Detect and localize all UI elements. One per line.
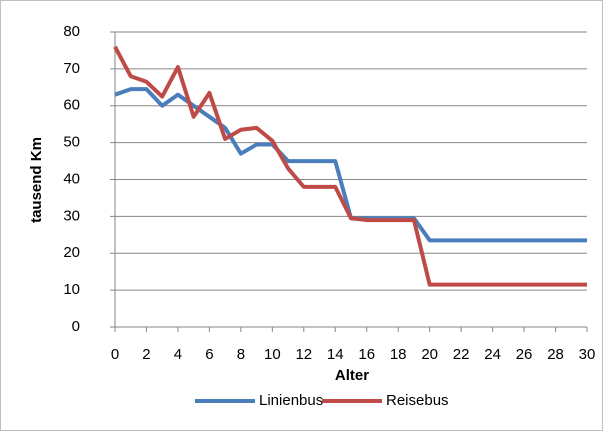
y-tick-label: 10 [63,281,80,298]
x-tick-label: 28 [547,346,564,363]
y-tick-label: 40 [63,170,80,187]
x-tick-label: 8 [237,346,245,363]
y-tick-label: 70 [63,60,80,77]
y-tick-label: 0 [72,318,80,335]
x-tick-label: 30 [579,346,596,363]
x-tick-label: 12 [295,346,312,363]
x-tick-label: 4 [174,346,182,363]
y-tick-label: 80 [63,23,80,40]
x-tick-label: 18 [390,346,407,363]
y-tick-label: 50 [63,134,80,151]
y-tick-label: 20 [63,244,80,261]
x-tick-label: 26 [516,346,533,363]
x-axis-label: Alter [335,367,369,384]
series-line [113,45,587,287]
x-tick-label: 14 [327,346,344,363]
x-tick-label: 10 [264,346,281,363]
x-tick-label: 6 [205,346,213,363]
x-tick-label: 16 [358,346,375,363]
y-axis-label: tausend Km [28,137,45,223]
x-tick-label: 22 [453,346,470,363]
x-tick-label: 2 [142,346,150,363]
y-tick-label: 30 [63,207,80,224]
y-tick-label: 60 [63,97,80,114]
x-tick-label: 20 [421,346,438,363]
legend-label: Linienbus [259,392,323,409]
x-tick-label: 0 [111,346,119,363]
legend-label: Reisebus [386,392,449,409]
x-tick-label: 24 [484,346,501,363]
